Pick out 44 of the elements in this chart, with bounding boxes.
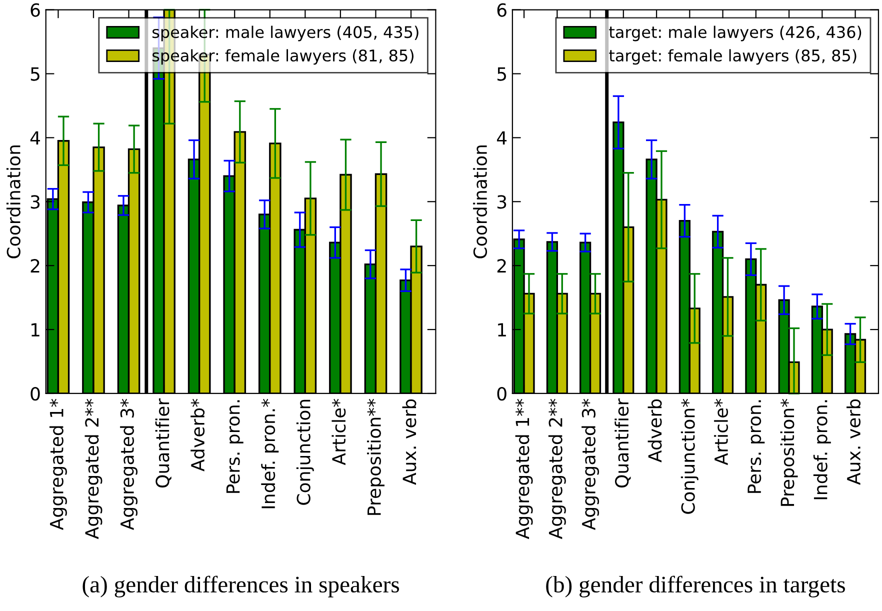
y-tick-label: 3: [497, 195, 506, 209]
y-tick-label: 1: [498, 323, 506, 336]
text: (a) gender differences in speakers: [82, 576, 400, 598]
y-tick-label: 6: [30, 3, 40, 17]
x-tick-label: Preposition**: [366, 398, 384, 515]
y-tick-label: 3: [30, 195, 40, 209]
x-tick-label: Adverb*: [190, 398, 205, 472]
x-tick-label: Aggregated 1**: [515, 398, 533, 540]
x-tick-label: Indef. pron.*: [261, 398, 279, 508]
x-tick-label: Pers. pron.: [226, 400, 244, 493]
y-axis-title: Coordination: [6, 145, 20, 258]
text: (b) gender differences in targets: [546, 576, 845, 598]
y-tick-label: 4: [496, 131, 507, 145]
x-tick-label: Adverb: [648, 399, 662, 462]
legend-label: speaker: female lawyers (81, 85): [152, 49, 414, 65]
legend-label: speaker: male lawyers (405, 435): [152, 26, 418, 42]
y-tick-label: 6: [497, 3, 506, 17]
y-tick-label: 5: [497, 67, 506, 81]
x-tick-label: Aggregated 3*: [582, 398, 600, 530]
x-tick-label: Aggregated 3*: [120, 398, 138, 530]
x-tick-label: Aggregated 1*: [49, 398, 67, 530]
x-tick-label: Indef. pron.: [813, 400, 831, 500]
x-tick-label: Aux. verb: [846, 399, 861, 485]
x-tick-label: Article*: [714, 398, 728, 466]
x-tick-label: Aux. verb: [402, 399, 416, 485]
x-tick-label: Conjunction*: [680, 398, 698, 514]
y-tick-label: 2: [30, 259, 40, 272]
x-tick-label: Conjunction: [296, 400, 314, 505]
y-axis-title: Coordination: [473, 145, 488, 258]
x-tick-label: Aggregated 2**: [548, 398, 566, 540]
y-tick-label: 5: [30, 67, 40, 81]
y-tick-label: 2: [497, 259, 506, 272]
x-tick-label: Quantifier: [155, 398, 172, 488]
legend-label: target: male lawyers (426, 436): [609, 26, 862, 42]
x-tick-label: Pers. pron.: [748, 400, 765, 493]
y-tick-label: 1: [32, 323, 40, 336]
y-tick-label: 4: [30, 131, 40, 145]
y-tick-label: 0: [30, 386, 40, 401]
x-tick-label: Aggregated 2**: [84, 398, 102, 540]
legend-label: target: female lawyers (85, 85): [609, 49, 856, 65]
x-tick-label: Article*: [332, 398, 346, 466]
x-tick-label: Quantifier: [614, 398, 631, 488]
y-tick-label: 0: [497, 386, 506, 401]
x-tick-label: Preposition*: [780, 398, 798, 506]
